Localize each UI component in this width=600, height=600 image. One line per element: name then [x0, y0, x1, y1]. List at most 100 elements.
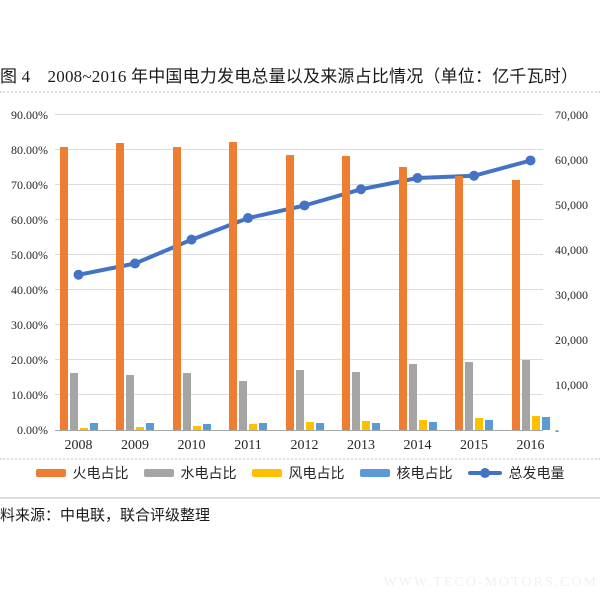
watermark: WWW.TECO-MOTORS.COM — [383, 575, 598, 590]
gridline — [55, 149, 543, 150]
bar-hydro — [126, 375, 134, 430]
bar-wind — [192, 425, 201, 430]
x-axis-label: 2009 — [121, 438, 149, 453]
y-axis-left-label: 40.00% — [11, 283, 48, 297]
legend-label: 水电占比 — [180, 467, 237, 482]
gridline — [55, 219, 543, 220]
x-axis-label: 2010 — [177, 438, 206, 453]
dashed-separator-bottom — [0, 458, 600, 460]
line-marker — [243, 213, 253, 224]
gridline — [55, 114, 543, 115]
legend-swatch-total-generation — [467, 468, 502, 478]
y-axis-right-label: 10,000 — [555, 378, 588, 392]
legend-swatch-wind — [251, 469, 282, 477]
bar-hydro — [295, 370, 304, 430]
line-marker — [469, 170, 479, 181]
legend-label: 风电占比 — [288, 467, 345, 482]
line-marker — [130, 258, 140, 269]
gridline — [55, 324, 543, 325]
bar-thermal — [455, 176, 463, 430]
y-axis-left-label: 90.00% — [11, 108, 48, 122]
legend-label: 核电占比 — [396, 467, 453, 482]
x-axis-label: 2008 — [64, 438, 93, 453]
legend-line-marker-icon — [479, 468, 490, 478]
y-axis-left-label: 0.00% — [17, 423, 48, 437]
line-marker — [73, 269, 84, 280]
gridline — [55, 254, 543, 255]
bar-hydro — [521, 360, 530, 430]
bar-thermal — [116, 143, 124, 430]
bar-hydro — [69, 372, 78, 430]
gridline — [55, 289, 543, 290]
bar-wind — [531, 416, 540, 430]
legend-label: 总发电量 — [508, 467, 565, 482]
y-axis-right-label: 30,000 — [555, 288, 588, 302]
gridline — [55, 359, 543, 360]
x-axis-label: 2011 — [234, 438, 262, 453]
x-axis-label: 2015 — [460, 438, 488, 453]
bar-wind — [136, 426, 144, 430]
y-axis-left-label: 80.00% — [11, 143, 48, 157]
bar-nuclear — [89, 423, 98, 430]
y-axis-left-label: 10.00% — [11, 388, 48, 402]
legend-item-total-generation: 总发电量 — [467, 463, 565, 483]
bar-thermal — [229, 141, 237, 430]
y-axis-left-label: 70.00% — [11, 178, 48, 192]
bar-hydro — [465, 362, 473, 430]
bar-nuclear — [315, 422, 324, 430]
line-marker — [299, 200, 310, 211]
bar-thermal — [342, 155, 350, 430]
bar-thermal — [59, 146, 68, 430]
legend-swatch-hydro — [143, 469, 174, 477]
dashed-separator-top — [0, 91, 600, 93]
bar-thermal — [398, 166, 407, 430]
bar-wind — [418, 420, 427, 430]
bar-wind — [475, 418, 483, 430]
bar-wind — [79, 428, 88, 430]
chart-legend: 火电占比 水电占比 风电占比 核电占比 总发电量 — [0, 463, 600, 483]
x-axis-label: 2013 — [347, 438, 375, 453]
y-axis-left-label: 30.00% — [11, 318, 48, 332]
line-marker — [356, 184, 366, 195]
legend-item-hydro: 水电占比 — [143, 463, 237, 483]
line-marker — [525, 155, 536, 166]
y-axis-right-label: 50,000 — [555, 198, 588, 212]
bar-nuclear — [428, 422, 437, 430]
y-axis-right-label: 40,000 — [555, 243, 588, 257]
legend-swatch-nuclear — [359, 469, 390, 477]
gridline — [55, 184, 543, 185]
bar-wind — [305, 422, 314, 430]
bar-nuclear — [202, 423, 211, 430]
bar-thermal — [172, 147, 181, 430]
source-note: 料来源：中电联，联合评级整理 — [0, 508, 211, 524]
bar-wind — [362, 420, 370, 430]
y-axis-left-label: 60.00% — [11, 213, 48, 227]
bar-nuclear — [146, 423, 154, 430]
y-axis-right-label: 20,000 — [555, 333, 588, 347]
y-axis-right-label: 60,000 — [555, 153, 588, 167]
bar-nuclear — [541, 417, 550, 430]
y-axis-right-label: 70,000 — [555, 108, 588, 122]
x-axis-label: 2016 — [516, 438, 545, 453]
y-axis-right-label: - — [555, 423, 559, 437]
legend-item-nuclear: 核电占比 — [359, 463, 453, 483]
legend-item-thermal: 火电占比 — [35, 463, 129, 483]
bar-thermal — [285, 154, 294, 430]
bar-hydro — [239, 381, 247, 430]
legend-label: 火电占比 — [72, 467, 129, 482]
bar-wind — [249, 424, 257, 430]
bar-hydro — [408, 364, 417, 430]
bar-nuclear — [485, 419, 493, 430]
legend-item-wind: 风电占比 — [251, 463, 345, 483]
bar-hydro — [352, 372, 360, 430]
y-axis-left-label: 50.00% — [11, 248, 48, 262]
bar-nuclear — [372, 422, 380, 430]
chart-title: 图 4 2008~2016 年中国电力发电总量以及来源占比情况（单位：亿千瓦时） — [0, 67, 579, 86]
x-axis-label: 2012 — [290, 438, 319, 453]
y-axis-left-label: 20.00% — [11, 353, 48, 367]
bar-thermal — [511, 180, 520, 430]
legend-swatch-thermal — [35, 469, 66, 477]
bar-hydro — [182, 373, 191, 430]
line-marker — [186, 234, 197, 245]
